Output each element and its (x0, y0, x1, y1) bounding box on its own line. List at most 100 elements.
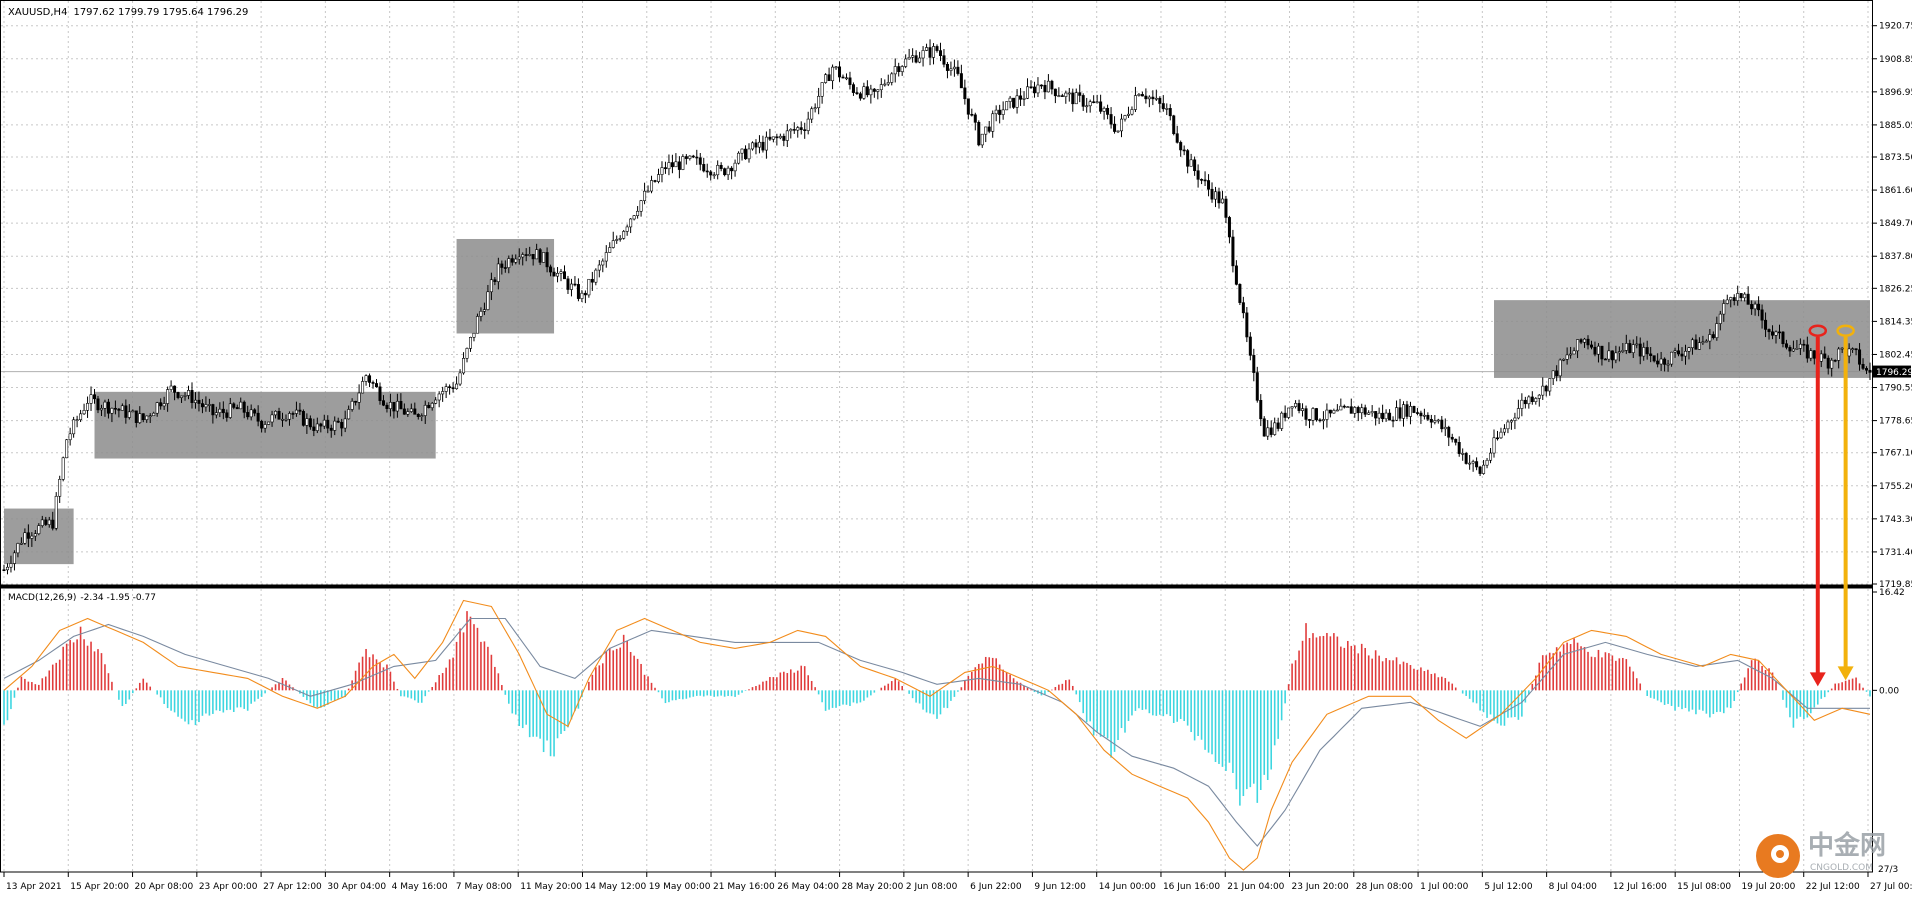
candle-body (1321, 419, 1325, 422)
candle-body (681, 156, 685, 170)
candle-body (1555, 370, 1559, 377)
candle-body (952, 66, 956, 70)
candle-body (566, 278, 570, 290)
candle-body (187, 390, 191, 396)
candle-body (1301, 408, 1305, 411)
candle-body (1516, 408, 1520, 419)
candle-body (789, 129, 793, 132)
candle-body (1269, 427, 1273, 435)
time-tick-label: 27 Jul 00:00 (1870, 882, 1912, 892)
candle-body (1558, 359, 1562, 377)
time-tick-label: 8 Jul 04:00 (1549, 882, 1598, 892)
candle-body (1001, 109, 1005, 115)
candle-body (468, 337, 472, 349)
candle-body (590, 278, 594, 283)
candle-body (138, 413, 142, 423)
candle-body (462, 357, 466, 374)
candle-body (1687, 347, 1691, 352)
candle-body (1165, 108, 1169, 110)
candle-body (1621, 350, 1625, 352)
candle-body (482, 309, 486, 312)
symbol-title-label: XAUUSD,H4 (8, 7, 67, 18)
price-tick-label: 1802.45 (1879, 350, 1912, 360)
candle-body (754, 142, 758, 148)
candle-body (893, 66, 897, 75)
candle-body (68, 433, 72, 441)
candle-body (211, 404, 215, 416)
candle-body (1255, 372, 1259, 401)
time-tick-label: 5 Jul 12:00 (1484, 882, 1533, 892)
candle-body (1252, 355, 1256, 373)
candle-body (872, 88, 876, 92)
candle-body (9, 563, 13, 568)
candle-body (1106, 107, 1110, 115)
candle-body (448, 386, 452, 388)
candle-body (1802, 343, 1806, 346)
candle-body (817, 95, 821, 109)
candle-body (803, 129, 807, 131)
candle-body (1534, 398, 1538, 403)
candle-body (1485, 459, 1489, 466)
price-tick-label: 1837.80 (1879, 252, 1912, 262)
candle-body (1200, 179, 1204, 181)
candle-body (434, 399, 438, 404)
candle-body (1370, 411, 1374, 414)
candle-body (235, 407, 239, 410)
candle-body (1078, 92, 1082, 96)
candle-body (1360, 407, 1364, 414)
candle-body (1642, 347, 1646, 357)
candle-body (1050, 80, 1054, 90)
candle-body (928, 47, 932, 58)
candle-body (1475, 461, 1479, 468)
candle-body (1412, 406, 1416, 413)
candle-body (625, 226, 629, 232)
candle-body (1624, 343, 1628, 351)
candle-body (99, 407, 103, 411)
candle-body (225, 412, 229, 418)
candle-body (1262, 418, 1266, 437)
candle-body (1433, 420, 1437, 423)
candle-body (1381, 412, 1385, 420)
price-tick-label: 1861.60 (1879, 186, 1912, 196)
candle-body (451, 387, 455, 390)
candle-body (1854, 348, 1858, 351)
candle-body (93, 394, 97, 400)
candle-body (124, 405, 128, 418)
candle-body (145, 415, 149, 421)
candle-body (1120, 118, 1124, 132)
candle-body (1729, 297, 1733, 301)
candle-body (402, 408, 406, 415)
candle-body (1530, 396, 1534, 403)
candle-body (197, 399, 201, 404)
candle-body (799, 127, 803, 130)
candle-body (1088, 101, 1092, 107)
candle-body (1610, 350, 1614, 361)
candle-body (1008, 97, 1012, 102)
candle-body (761, 141, 765, 151)
candle-body (89, 394, 93, 404)
candle-body (239, 401, 243, 410)
candle-body (1005, 101, 1009, 111)
candle-body (580, 292, 584, 299)
candle-body (1349, 406, 1353, 414)
candle-body (5, 566, 9, 571)
candle-body (1280, 412, 1284, 429)
candle-body (663, 167, 667, 170)
candle-body (340, 421, 344, 429)
candle-body (319, 423, 323, 427)
candle-body (851, 84, 855, 93)
candle-body (287, 413, 291, 420)
candle-body (778, 135, 782, 139)
candle-body (190, 390, 194, 403)
candle-body (695, 156, 699, 159)
candle-body (1095, 101, 1099, 104)
candle-body (260, 420, 264, 429)
candle-body (1666, 363, 1670, 366)
candle-body (806, 118, 810, 131)
yellow-marker-ellipse (1836, 324, 1855, 337)
candle-body (308, 418, 312, 428)
candle-body (1294, 403, 1298, 407)
footer-right-label: 27/3 (1878, 865, 1898, 875)
time-tick-label: 9 Jun 12:00 (1034, 882, 1086, 892)
candle-body (646, 190, 650, 193)
